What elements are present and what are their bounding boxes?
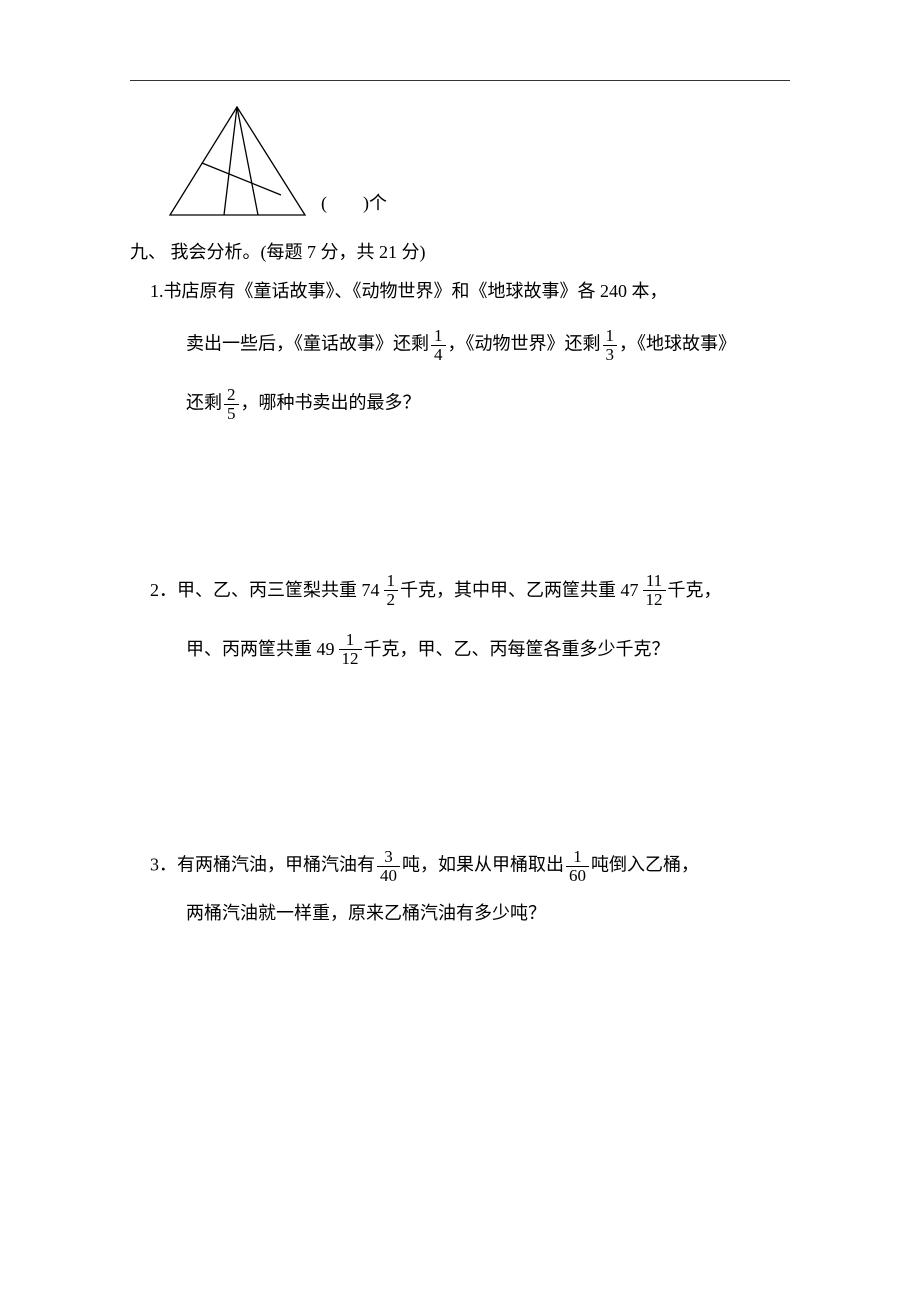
q1-frac2: 13 [603,327,618,364]
triangle-answer-blank: ( )个 [321,190,387,217]
top-rule [130,80,790,81]
q3-l1-a: 3．有两桶汽油，甲桶汽油有 [150,854,375,874]
triangle-diagram [160,101,315,221]
q3-frac2: 160 [566,848,589,885]
q3-line1: 3．有两桶汽油，甲桶汽油有340吨，如果从甲桶取出160吨倒入乙桶， [150,848,790,885]
frac-den: 3 [603,346,618,364]
frac-num: 11 [643,572,666,591]
q1-frac1: 14 [431,327,446,364]
frac-num: 1 [566,848,589,867]
frac-den: 40 [377,867,400,885]
q2-l1-a: 2．甲、乙、丙三筐梨共重 [150,580,362,600]
mixed-whole: 47 [621,577,639,604]
q1-l3-b: ，哪种书卖出的最多？ [241,392,421,412]
q1-line1: 1.书店原有《童话故事》、《动物世界》和《地球故事》各 240 本， [150,278,790,305]
frac-num: 1 [339,631,362,650]
mixed-whole: 49 [317,636,335,663]
frac-den: 5 [224,405,239,423]
frac-den: 60 [566,867,589,885]
frac-num: 1 [384,572,399,591]
frac-den: 4 [431,346,446,364]
question-3: 3．有两桶汽油，甲桶汽油有340吨，如果从甲桶取出160吨倒入乙桶， 两桶汽油就… [150,848,790,928]
q2-mixed2: 471112 [621,572,668,609]
q2-mixed3: 49112 [317,631,364,668]
q3-frac1: 340 [377,848,400,885]
q1-l3-a: 还剩 [186,392,222,412]
frac-num: 1 [431,327,446,346]
q1-line2: 卖出一些后，《童话故事》还剩14，《动物世界》还剩13，《地球故事》 [186,327,790,364]
frac-num: 1 [603,327,618,346]
q3-l1-c: 吨倒入乙桶， [591,854,699,874]
triangle-figure-row: ( )个 [160,101,790,221]
q1-frac3: 25 [224,386,239,423]
frac-den: 12 [643,591,666,609]
frac-num: 3 [377,848,400,867]
q2-l1-c: 千克， [668,580,722,600]
frac-num: 2 [224,386,239,405]
q2-l2-a: 甲、丙两筐共重 [186,639,317,659]
q2-line2: 甲、丙两筐共重 49112千克，甲、乙、丙每筐各重多少千克？ [186,631,790,668]
mixed-frac: 12 [384,572,399,609]
page: ( )个 九、 我会分析。(每题 7 分，共 21 分) 1.书店原有《童话故事… [0,0,920,1302]
question-2: 2．甲、乙、丙三筐梨共重 7412千克，其中甲、乙两筐共重 471112千克， … [150,572,790,667]
q3-line2: 两桶汽油就一样重，原来乙桶汽油有多少吨？ [186,900,790,927]
section-9-heading: 九、 我会分析。(每题 7 分，共 21 分) [130,239,790,266]
mixed-frac: 112 [339,631,362,668]
q1-line3: 还剩25，哪种书卖出的最多？ [186,386,790,423]
frac-den: 12 [339,650,362,668]
q3-l1-b: 吨，如果从甲桶取出 [402,854,564,874]
q2-l1-b: 千克，其中甲、乙两筐共重 [400,580,621,600]
mixed-frac: 1112 [643,572,666,609]
frac-den: 2 [384,591,399,609]
q1-l2-a: 卖出一些后，《童话故事》还剩 [186,333,429,353]
q2-mixed1: 7412 [362,572,401,609]
mixed-whole: 74 [362,577,380,604]
q2-l2-b: 千克，甲、乙、丙每筐各重多少千克？ [364,639,670,659]
q1-l2-b: ，《动物世界》还剩 [448,333,601,353]
question-1: 1.书店原有《童话故事》、《动物世界》和《地球故事》各 240 本， 卖出一些后… [150,278,790,422]
q1-l2-c: ，《地球故事》 [619,333,736,353]
q2-line1: 2．甲、乙、丙三筐梨共重 7412千克，其中甲、乙两筐共重 471112千克， [150,572,790,609]
